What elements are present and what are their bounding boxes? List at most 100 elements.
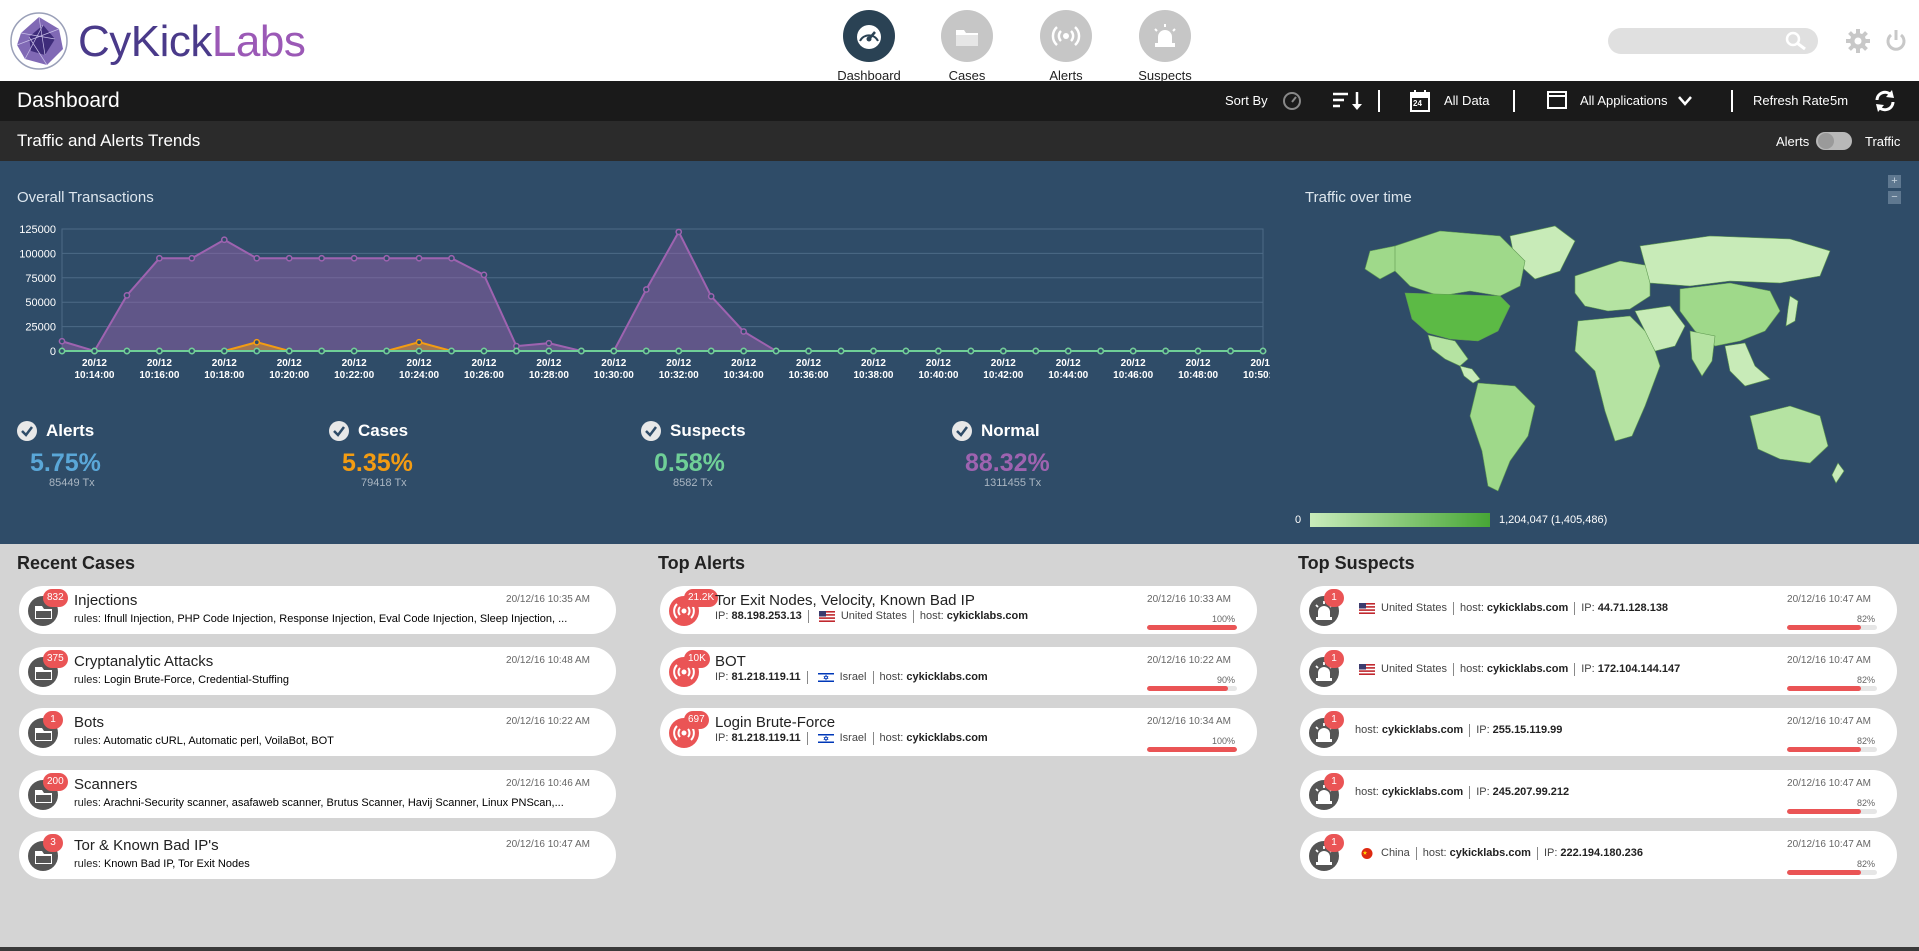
ip-value: 255.15.119.99 xyxy=(1492,724,1563,736)
gear-icon[interactable] xyxy=(1845,28,1871,54)
zoom-out-button[interactable]: − xyxy=(1888,191,1901,204)
calendar-icon[interactable] xyxy=(1410,90,1430,112)
suspect-card[interactable]: 1 20/12/16 10:47 AM China host: cykicklab… xyxy=(1300,831,1897,879)
logo-icon xyxy=(10,12,68,70)
y-tick-label: 50000 xyxy=(25,297,56,309)
all-applications-select[interactable]: All Applications xyxy=(1580,93,1668,108)
search-input[interactable] xyxy=(1608,28,1818,54)
brand-name: CyKickLabs xyxy=(78,14,306,70)
rules-label: rules: xyxy=(74,858,101,870)
data-point-suspects xyxy=(1259,347,1267,355)
zoom-in-button[interactable]: + xyxy=(1888,175,1901,188)
series-area-normal xyxy=(62,231,1263,351)
suspect-meta: host: cykicklabs.com IP: 245.207.99.212 xyxy=(1355,782,1569,802)
sort-descending-icon[interactable] xyxy=(1332,91,1366,111)
nav-cases[interactable]: Cases xyxy=(932,10,1002,83)
folder-icon xyxy=(941,10,993,62)
all-data-filter[interactable]: All Data xyxy=(1444,93,1490,108)
country-name: United States xyxy=(1381,602,1448,614)
refresh-icon[interactable] xyxy=(1873,89,1897,113)
suspect-meta: host: cykicklabs.com IP: 255.15.119.99 xyxy=(1355,720,1562,740)
case-card[interactable]: 375 Cryptanalytic Attacks 20/12/16 10:48… xyxy=(19,647,616,695)
x-tick-label: 10:38:00 xyxy=(853,370,893,381)
host-value: cykicklabs.com xyxy=(1486,663,1569,675)
alert-card[interactable]: 21.2K Tor Exit Nodes, Velocity, Known Ba… xyxy=(660,586,1257,634)
suspect-progress-fill xyxy=(1787,747,1861,752)
suspect-card[interactable]: 1 20/12/16 10:47 AM host: cykicklabs.com … xyxy=(1300,770,1897,818)
broadcast-icon xyxy=(1040,10,1092,62)
brand-part-2: Labs xyxy=(211,17,306,66)
case-timestamp: 20/12/16 10:48 AM xyxy=(506,655,590,666)
nav-dashboard[interactable]: Dashboard xyxy=(834,10,904,83)
power-icon[interactable] xyxy=(1884,28,1908,54)
refresh-rate-value[interactable]: 5m xyxy=(1830,93,1849,108)
host-value: cykicklabs.com xyxy=(906,671,988,683)
alert-card[interactable]: 697 Login Brute-Force 20/12/16 10:34 AM … xyxy=(660,708,1257,756)
data-point-suspects xyxy=(1097,347,1105,355)
suspect-card[interactable]: 1 20/12/16 10:47 AM United States host: c… xyxy=(1300,647,1897,695)
world-map[interactable] xyxy=(1350,201,1850,501)
x-tick-label: 20/12 xyxy=(1186,358,1211,369)
host-label: host: xyxy=(1355,724,1379,736)
nav-alerts[interactable]: Alerts xyxy=(1031,10,1101,83)
meta-divider xyxy=(1536,846,1538,860)
data-point-normal xyxy=(707,292,715,300)
suspect-meta: China host: cykicklabs.com IP: 222.194.180… xyxy=(1355,843,1643,863)
suspect-timestamp: 20/12/16 10:47 AM xyxy=(1787,594,1871,605)
data-point-suspects xyxy=(1227,347,1234,355)
check-icon[interactable] xyxy=(641,421,661,441)
map-india xyxy=(1689,330,1716,377)
case-card[interactable]: 3 Tor & Known Bad IP's 20/12/16 10:47 AM… xyxy=(19,831,616,879)
nav-suspects[interactable]: Suspects xyxy=(1130,10,1200,83)
data-point-suspects xyxy=(123,347,131,355)
x-tick-label: 10:28:00 xyxy=(529,370,569,381)
x-tick-label: 10:32:00 xyxy=(659,370,699,381)
il-flag-icon xyxy=(817,732,834,744)
data-point-suspects xyxy=(740,347,747,355)
us-flag-icon xyxy=(1359,602,1375,614)
check-icon[interactable] xyxy=(17,421,37,441)
x-tick-label: 10:36:00 xyxy=(789,370,829,381)
suspect-meta: United States host: cykicklabs.com IP: 44.… xyxy=(1355,598,1668,618)
x-tick-label: 20/12 xyxy=(536,358,561,369)
suspect-percent: 82% xyxy=(1856,798,1875,808)
suspect-card[interactable]: 1 20/12/16 10:47 AM host: cykicklabs.com … xyxy=(1300,708,1897,756)
us-flag-icon xyxy=(1359,663,1375,675)
alert-title: BOT xyxy=(715,653,746,670)
search-icon[interactable] xyxy=(1784,30,1808,52)
alerts-traffic-toggle[interactable] xyxy=(1816,132,1852,150)
chevron-down-icon[interactable] xyxy=(1677,95,1693,107)
toolbar-divider xyxy=(1513,90,1515,112)
data-point-suspects xyxy=(285,347,293,355)
check-icon[interactable] xyxy=(329,421,349,441)
host-label: host: xyxy=(1460,663,1484,675)
x-tick-label: 10:18:00 xyxy=(204,370,244,381)
data-point-normal xyxy=(58,337,66,345)
alert-card[interactable]: 10K BOT 20/12/16 10:22 AM IP: 81.218.119.… xyxy=(660,647,1257,695)
case-title: Cryptanalytic Attacks xyxy=(74,653,214,670)
stat-tx: 1311455 Tx xyxy=(984,477,1042,489)
case-card[interactable]: 200 Scanners 20/12/16 10:46 AM rules: Ar… xyxy=(19,770,616,818)
ip-label: IP: xyxy=(1476,786,1490,798)
rules-list: Known Bad IP, Tor Exit Nodes xyxy=(103,858,250,870)
case-timestamp: 20/12/16 10:46 AM xyxy=(506,778,590,789)
data-point-suspects xyxy=(578,347,585,355)
case-card[interactable]: 1 Bots 20/12/16 10:22 AM rules: Automati… xyxy=(19,708,616,756)
alert-progress-fill xyxy=(1147,686,1228,691)
cn-flag-icon xyxy=(1361,847,1373,859)
speed-sort-icon[interactable] xyxy=(1282,91,1302,111)
check-icon[interactable] xyxy=(952,421,972,441)
window-icon xyxy=(1547,91,1567,109)
case-rules: rules: Known Bad IP, Tor Exit Nodes xyxy=(74,858,594,870)
alert-timestamp: 20/12/16 10:22 AM xyxy=(1147,655,1231,666)
suspect-card[interactable]: 1 20/12/16 10:47 AM United States host: c… xyxy=(1300,586,1897,634)
x-tick-label: 10:14:00 xyxy=(74,370,114,381)
data-point-normal xyxy=(415,254,423,262)
y-tick-label: 125000 xyxy=(19,224,56,236)
stat-percent: 88.32% xyxy=(965,449,1050,477)
alert-count-badge: 21.2K xyxy=(684,589,719,607)
case-card[interactable]: 832 Injections 20/12/16 10:35 AM rules: … xyxy=(19,586,616,634)
map-south-america xyxy=(1469,382,1536,492)
x-tick-label: 10:16:00 xyxy=(139,370,179,381)
rules-list: Ifnull Injection, PHP Code Injection, Re… xyxy=(103,613,568,625)
